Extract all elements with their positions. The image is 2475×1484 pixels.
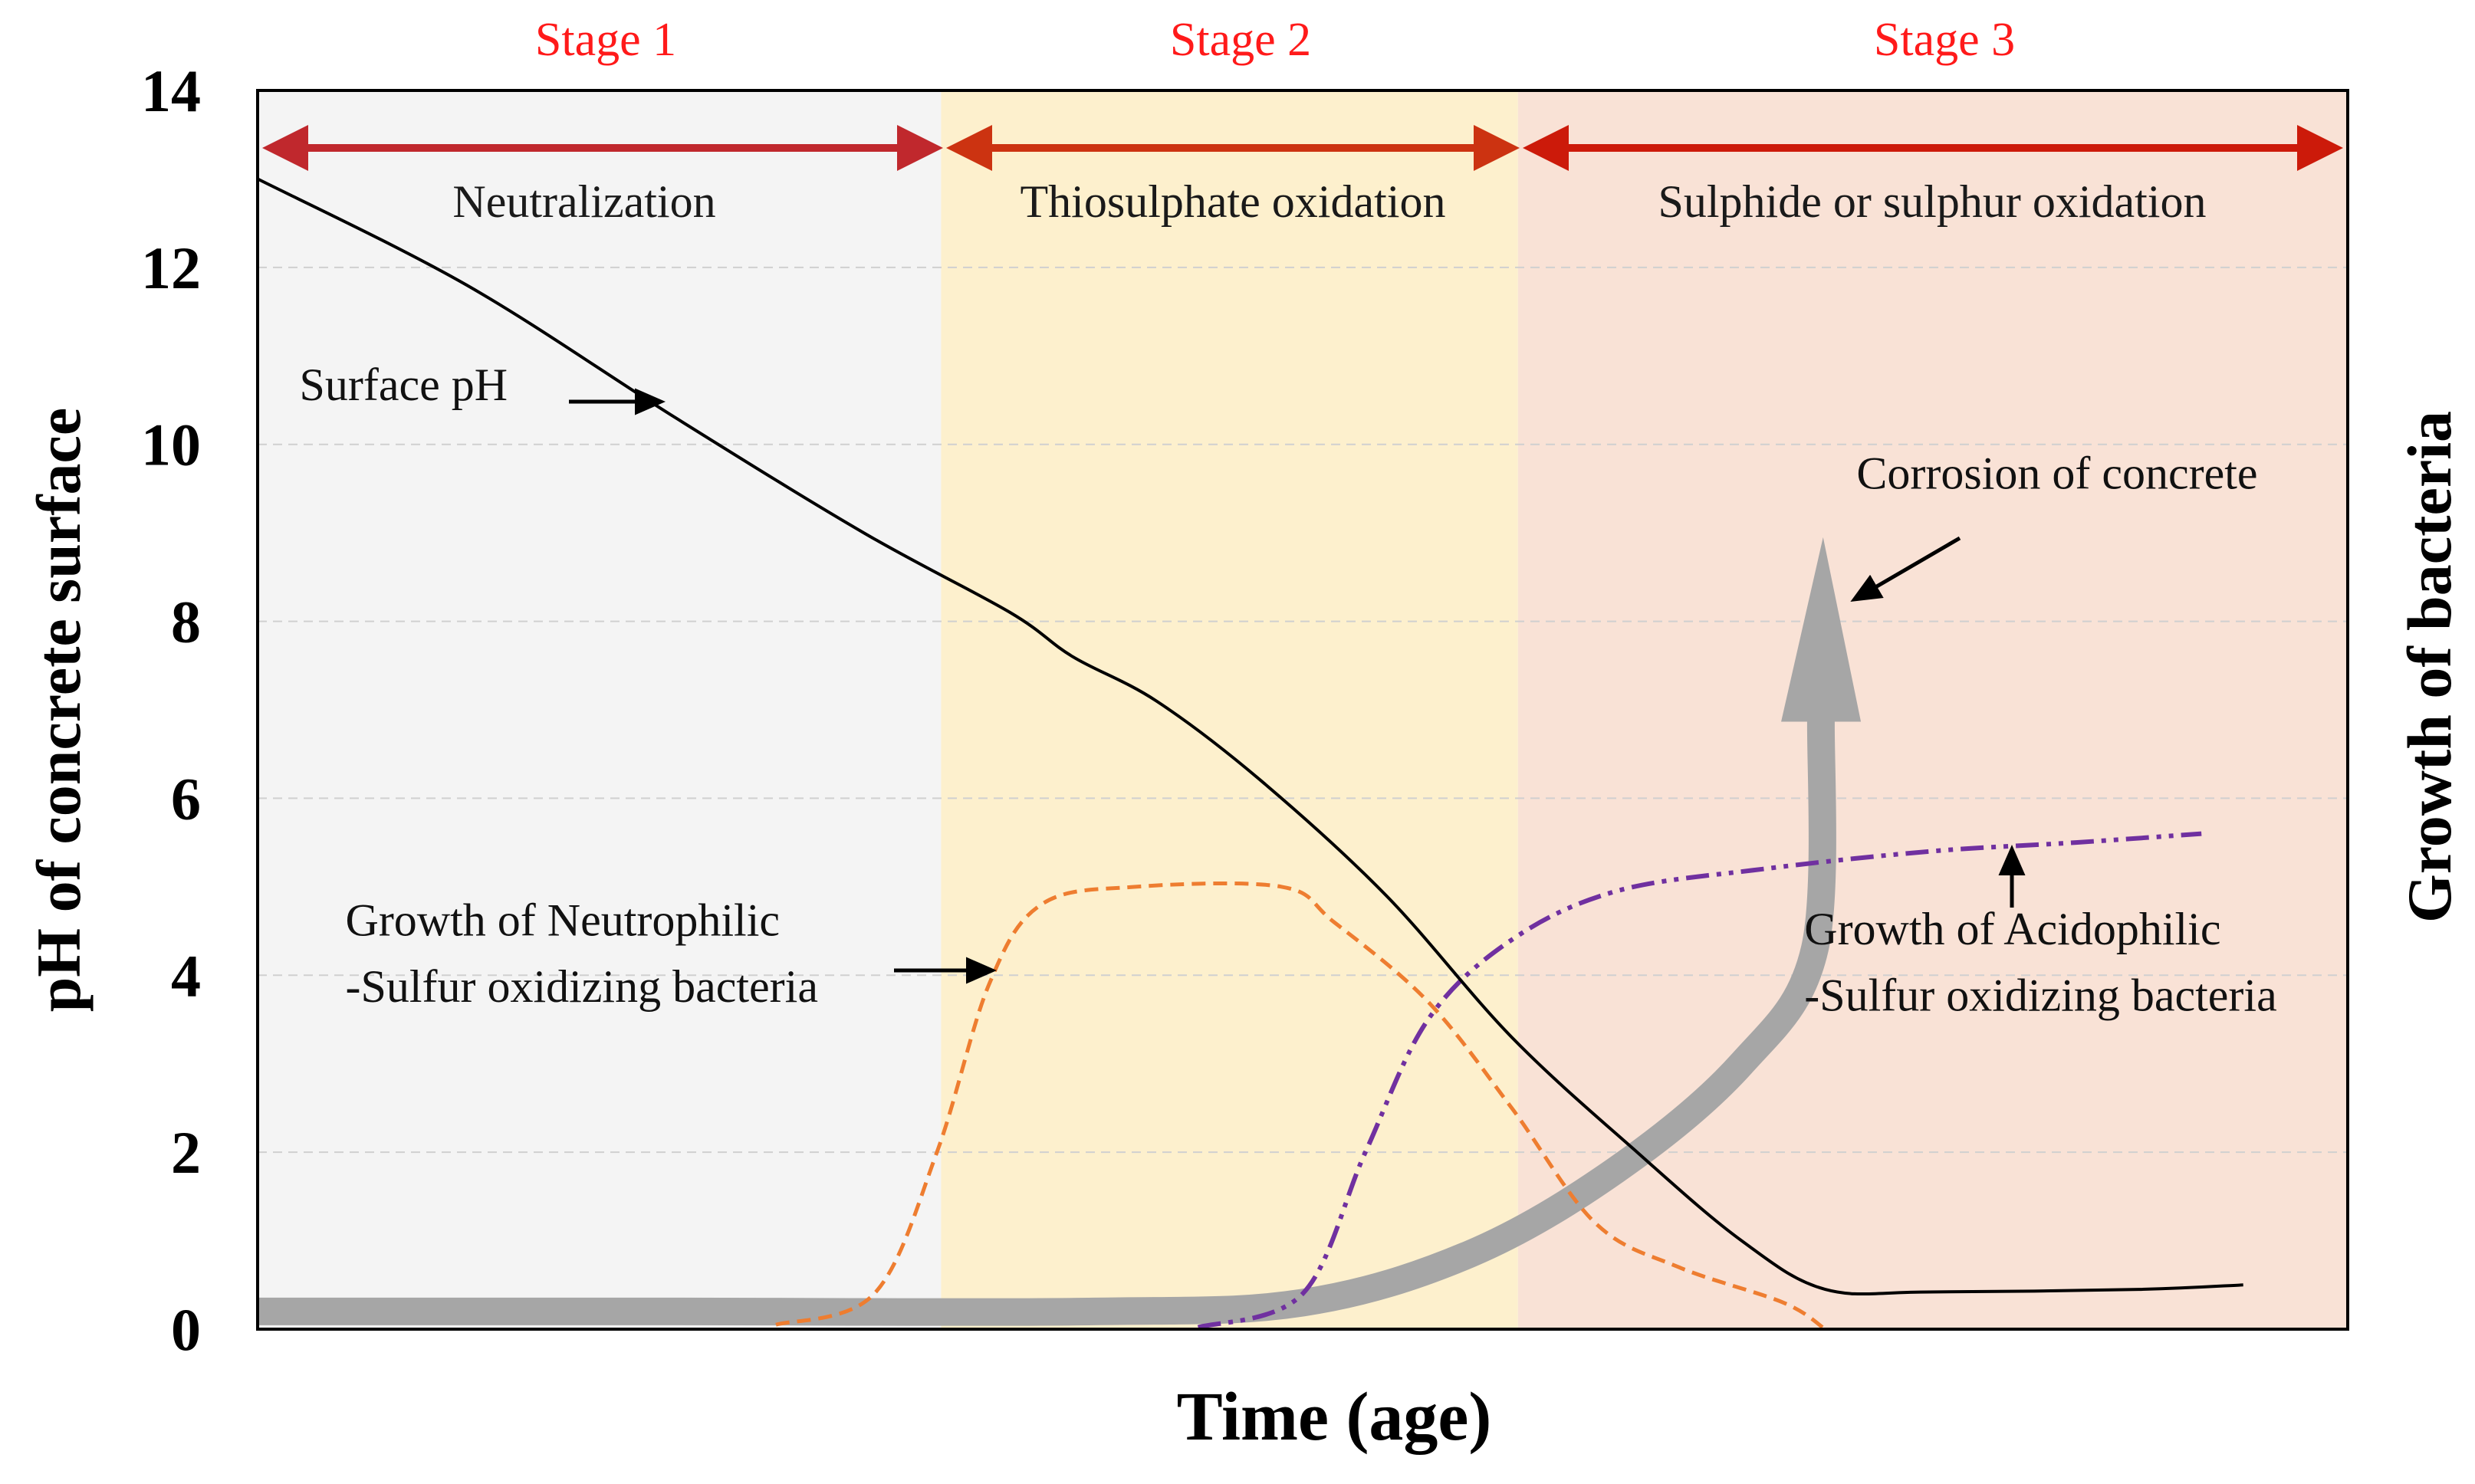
annotation-surface-ph: Surface pH (300, 360, 508, 410)
stage-3-title: Stage 3 (1874, 14, 2015, 66)
stage-1-title: Stage 1 (535, 14, 676, 66)
stage-1-background (258, 90, 942, 1329)
annotation-acidophilic-line2: -Sulfur oxidizing bacteria (1804, 970, 2276, 1020)
corrosion-pointer-arrow (1850, 536, 1961, 602)
annotation-corrosion: Corrosion of concrete (1856, 448, 2257, 498)
corrosion-arrow-body (258, 718, 1836, 1326)
plot-frame (256, 89, 2349, 1331)
y2-axis-label: Growth of bacteria (2394, 411, 2464, 923)
annotation-pointers (569, 388, 2026, 984)
stage-3-background (1517, 90, 2348, 1329)
y-tick-label: 2 (171, 1119, 201, 1186)
gridlines (258, 266, 2348, 1154)
y-tick-label: 6 (171, 765, 201, 832)
corrosion-arrow-head (1781, 537, 1862, 722)
y-axis-label: pH of concrete surface (24, 408, 94, 1013)
stage-3-process: Sulphide or sulphur oxidation (1658, 176, 2207, 227)
annotation-neutrophilic-line1: Growth of Neutrophilic (345, 895, 780, 945)
stage-1-process: Neutralization (452, 176, 715, 227)
surface-ph-line (257, 177, 2243, 1296)
series-layer (257, 177, 2243, 1331)
x-axis-label: Time (age) (1177, 1379, 1492, 1455)
y-tick-labels: 0 2 4 6 8 10 12 14 (141, 57, 201, 1363)
y-tick-label: 12 (141, 235, 201, 301)
y-tick-label: 8 (171, 589, 201, 655)
annotation-neutrophilic-line2: -Sulfur oxidizing bacteria (345, 961, 817, 1012)
stage-titles: Stage 1 Stage 2 Stage 3 (535, 14, 2015, 66)
stage-2-background (941, 90, 1518, 1329)
y-tick-label: 0 (171, 1296, 201, 1363)
annotation-acidophilic-line1: Growth of Acidophilic (1804, 904, 2220, 954)
y-tick-label: 10 (141, 412, 201, 478)
stage-2-title: Stage 2 (1170, 14, 1311, 66)
stage-backgrounds (258, 90, 2348, 1329)
acidophilic-growth-line (1197, 831, 2202, 1330)
stage-process-labels: Neutralization Thiosulphate oxidation Su… (452, 176, 2206, 227)
neutrophilic-growth-line (775, 881, 1826, 1331)
y-tick-label: 4 (171, 942, 201, 1009)
y-tick-label: 14 (141, 57, 201, 124)
annotations: Surface pH Corrosion of concrete Growth … (300, 360, 2277, 1020)
stage-2-process: Thiosulphate oxidation (1021, 176, 1446, 227)
